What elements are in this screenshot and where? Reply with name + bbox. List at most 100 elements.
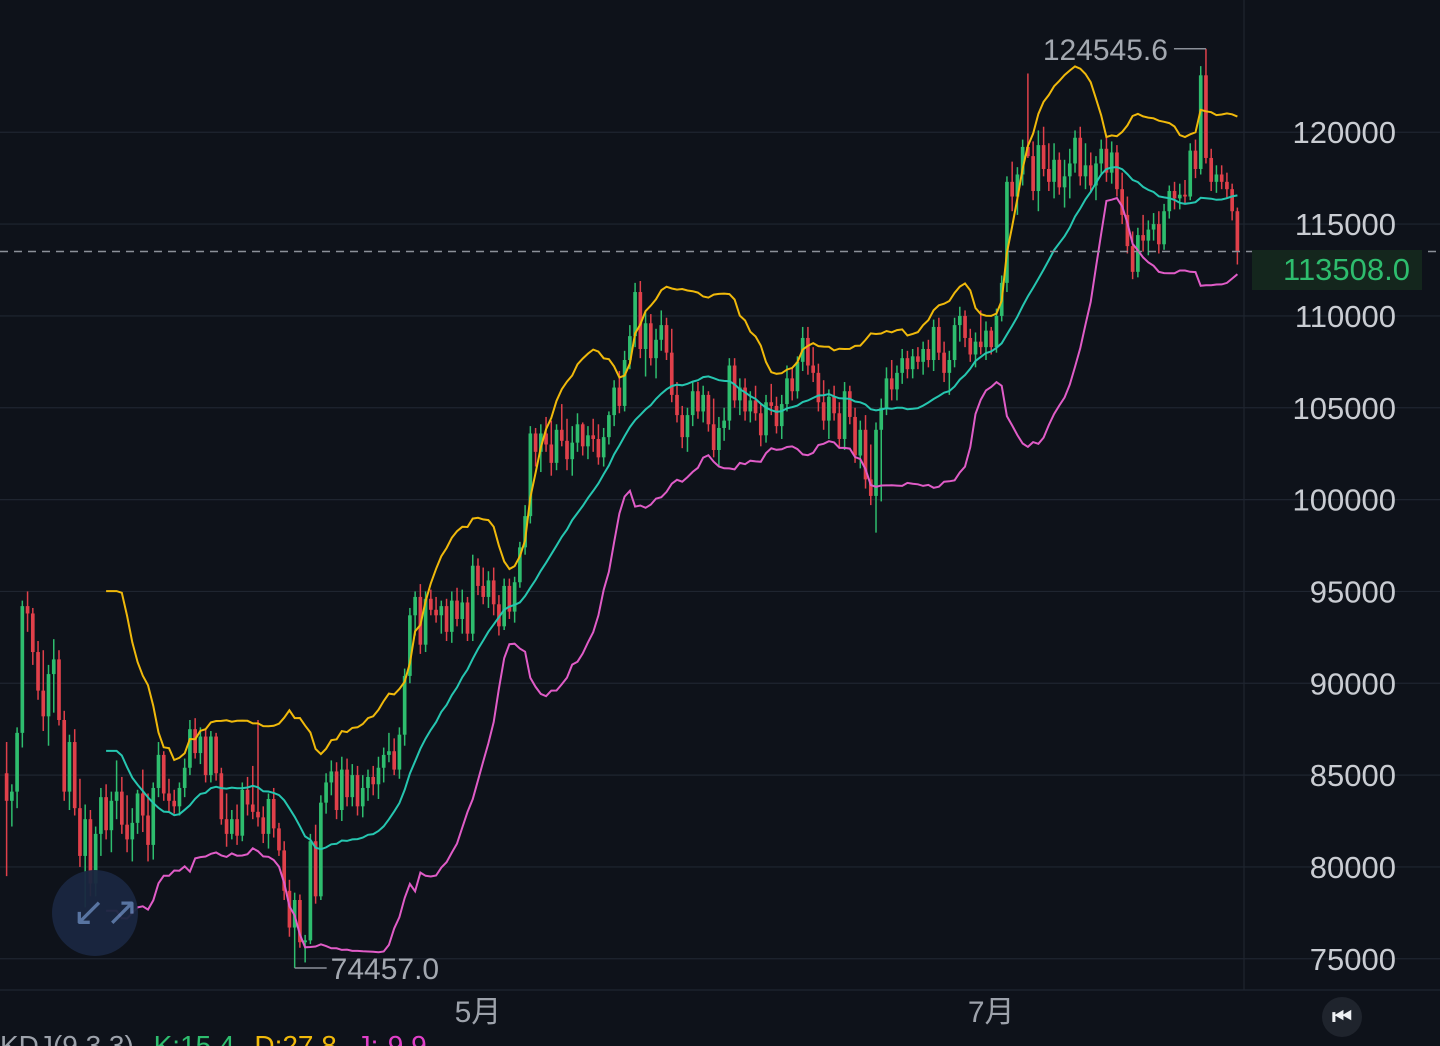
candle-body [429,598,433,610]
candle-body [910,356,915,370]
candle-body [392,751,397,770]
candle-body [1031,156,1035,192]
candle-body [874,429,878,496]
candle-body [282,850,287,891]
candle-body [470,565,475,634]
candle-body [827,396,831,421]
candle-body [512,582,517,612]
candle-body [313,841,318,897]
price-axis: 120000 115000 110000 105000 100000 95000 90000… [1293,115,1396,977]
candle-body [36,652,40,691]
candle-body [308,841,313,941]
candle-body [507,585,512,612]
candle-body [916,356,920,362]
candle-body [413,596,417,616]
candle-body [476,565,480,586]
candle-body [738,387,742,401]
candle-body [455,600,459,619]
candle-body [633,292,637,337]
candle-body [161,754,166,794]
candle-body [612,387,616,416]
candle-body [685,415,690,438]
candle-body [842,391,847,439]
candle-body [706,394,711,425]
candle-body [774,405,779,427]
kdj-j-value: J:-9.9 [356,1030,427,1046]
candle-body [1094,163,1098,186]
candle-body [868,479,873,496]
candle-body [434,609,438,616]
candle-body [1183,194,1187,197]
candle-body [921,348,925,362]
y-tick-label: 85000 [1310,758,1396,793]
candle-body [1109,152,1114,173]
candle-body [219,773,224,820]
candle-body [10,791,14,801]
candle-body [968,337,973,355]
x-tick-label: 5月 [0,996,4,1029]
candle-body [1041,145,1046,169]
bollinger-bands [106,65,1239,954]
candle-body [397,734,402,770]
y-tick-label: 75000 [1310,942,1396,977]
candle-body [41,690,46,717]
candle-body [1193,150,1198,169]
candle-body [1204,75,1208,158]
candle-body [62,720,67,792]
high-price-label: 124545.6 [1043,34,1168,67]
candle-body [727,365,732,421]
upper-band-line [106,65,1238,762]
candle-body [643,323,648,349]
candle-body [1235,211,1240,252]
candle-body [931,326,936,360]
candle-body [172,800,177,807]
candle-body [1078,137,1083,177]
candle-body [30,613,35,653]
low-price-label: 74457.0 [331,953,439,986]
candle-body [4,773,9,801]
candle-body [360,787,365,807]
candle-body [78,808,82,856]
candle-body [51,659,56,675]
candle-body [229,819,234,834]
candle-body [785,378,789,405]
candle-body [952,325,957,360]
candle-body [376,767,381,785]
candle-body [659,325,664,340]
y-tick-label: 105000 [1293,391,1396,426]
candle-body [675,394,679,416]
jump-to-latest-button[interactable]: ⏮ [1322,997,1362,1037]
drawing-tools-button[interactable]: ↙↗ [52,870,139,956]
candle-body [151,787,156,845]
candle-body [889,378,894,390]
candle-body [554,429,559,463]
candle-body [256,811,260,818]
candle-body [628,336,632,360]
candle-body [795,361,800,392]
candle-body [586,435,590,447]
candle-body [57,659,61,720]
candle-body [1188,150,1193,197]
candle-body [559,429,564,441]
candle-body [722,420,726,428]
candle-body [575,424,580,443]
candle-body [994,315,999,348]
candle-body [1026,146,1030,157]
candle-body [439,606,444,616]
x-tick-label: 5月 [455,996,502,1029]
current-price-tag: 113508.0 [1252,250,1422,290]
candle-body [664,325,669,353]
candle-body [732,365,737,401]
candle-body [188,729,192,768]
candle-body [607,415,611,438]
candle-body [203,736,208,776]
candle-body [984,330,988,348]
candle-body [104,797,108,831]
candle-body [198,736,203,754]
candle-body [271,798,276,829]
candle-body [743,387,747,412]
candle-body [832,396,836,414]
candle-body [1198,75,1203,169]
kdj-label: KDJ(9,3,3) [0,1030,134,1046]
